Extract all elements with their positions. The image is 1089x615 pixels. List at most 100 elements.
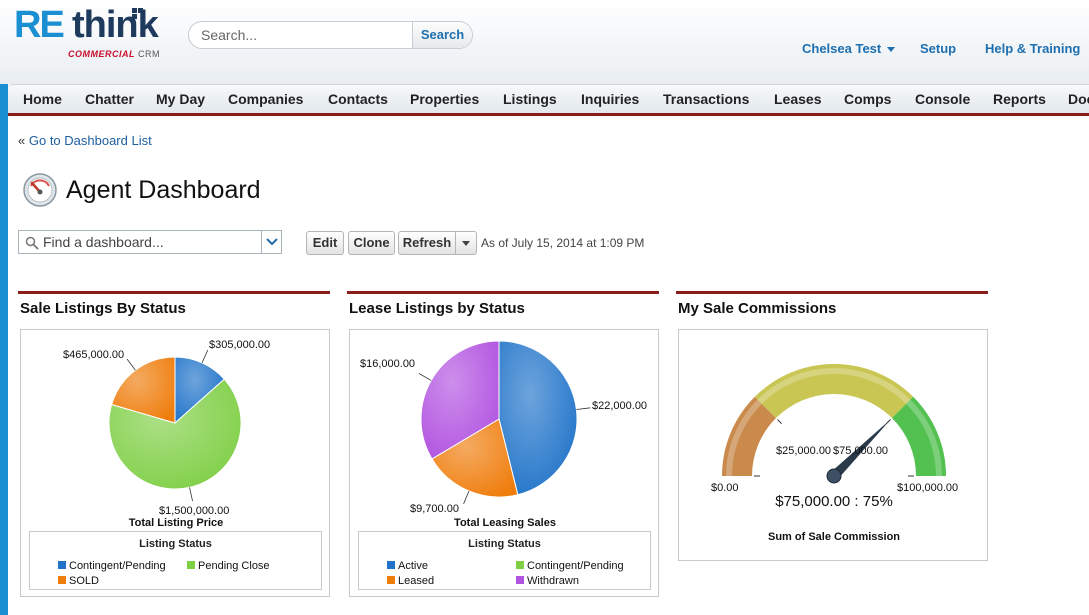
chart-caption: Total Leasing Sales: [454, 517, 556, 529]
sale-listings-chart-panel[interactable]: $305,000.00 $1,500,000.00 $465,000.00 To…: [20, 329, 330, 597]
gauge-value-label: $75,000.00 : 75%: [775, 493, 893, 510]
legend-item: Pending Close: [187, 560, 270, 572]
breadcrumb: « Go to Dashboard List: [18, 133, 152, 148]
tab-chatter[interactable]: Chatter: [85, 91, 135, 107]
setup-link[interactable]: Setup: [920, 41, 957, 56]
chart-caption: Total Listing Price: [128, 517, 224, 529]
app-header: RE think COMMERCIAL CRM Search Chelsea T…: [0, 0, 1089, 84]
legend-swatch: [387, 561, 395, 569]
pie-slice-shine: [431, 419, 518, 497]
legend-swatch: [58, 561, 66, 569]
chevron-down-icon: [887, 47, 896, 53]
sale-commissions-gauge: [722, 364, 946, 484]
gauge-band-2: [891, 396, 946, 476]
refresh-options-button[interactable]: [455, 231, 477, 255]
gauge-tick-label: $25,000.00: [776, 445, 832, 457]
legend-swatch: [387, 576, 395, 584]
component-title[interactable]: Sale Listings By Status: [20, 300, 186, 317]
logo-think: think: [72, 4, 159, 46]
user-menu[interactable]: Chelsea Test: [802, 41, 896, 56]
logo-re: RE: [14, 4, 65, 46]
find-dashboard-combobox: [18, 230, 282, 254]
logo-tagline-brand: COMMERCIAL: [68, 49, 135, 59]
tab-contacts[interactable]: Contacts: [328, 91, 388, 107]
data-label: $1,500,000.00: [159, 505, 230, 517]
lease-listings-chart-panel[interactable]: $22,000.00 $9,700.00 $16,000.00 Total Le…: [349, 329, 659, 597]
find-dashboard-input[interactable]: [19, 231, 259, 253]
tab-bar: Home Chatter My Day Companies Contacts P…: [8, 84, 1089, 116]
pie-slice-shine: [421, 341, 499, 459]
gauge-tick-label: $100,000.00: [897, 482, 959, 494]
global-search: Search: [188, 21, 473, 49]
logo-square-icon: [132, 14, 137, 19]
legend-swatch: [58, 576, 66, 584]
sale-commissions-gauge-panel[interactable]: $0.00 $25,000.00 $75,000.00 $100,000.00 …: [678, 329, 988, 561]
component-header-sale-commissions: My Sale Commissions: [676, 291, 988, 317]
gauge-band-highlight: [757, 368, 911, 404]
legend-label: Withdrawn: [527, 575, 579, 587]
edit-button[interactable]: Edit: [306, 231, 344, 255]
gauge-hub: [826, 468, 842, 484]
refresh-button[interactable]: Refresh: [398, 231, 456, 255]
gauge-band-0: [722, 396, 777, 476]
chart-legend: Listing Status Active Contingent/Pending…: [358, 531, 651, 590]
component-header-sale-listings: Sale Listings By Status: [18, 291, 330, 317]
legend-label: SOLD: [69, 575, 99, 587]
left-accent-bar: [0, 84, 8, 615]
lease-listings-pie-chart: [418, 340, 591, 505]
component-title[interactable]: Lease Listings by Status: [349, 300, 525, 317]
chart-legend: Listing Status Contingent/Pending Pendin…: [29, 531, 322, 590]
label-leader-line: [463, 490, 470, 505]
tab-my-day[interactable]: My Day: [156, 91, 206, 107]
tab-reports[interactable]: Reports: [993, 91, 1046, 107]
component-title[interactable]: My Sale Commissions: [678, 300, 837, 317]
legend-label: Active: [398, 560, 428, 572]
legend-item: SOLD: [58, 575, 99, 587]
legend-item: Leased: [387, 575, 434, 587]
search-button[interactable]: Search: [412, 22, 472, 48]
sale-listings-pie-chart: [108, 349, 242, 502]
gauge-band-1: [754, 364, 914, 419]
tab-properties[interactable]: Properties: [410, 91, 480, 107]
gauge-needle: [830, 419, 891, 480]
data-label: $22,000.00: [592, 400, 648, 412]
legend-label: Contingent/Pending: [527, 560, 624, 572]
legend-item: Withdrawn: [516, 575, 579, 587]
legend-swatch: [516, 576, 524, 584]
component-header-lease-listings: Lease Listings by Status: [347, 291, 659, 317]
logo-square-icon: [132, 8, 137, 13]
tab-inquiries[interactable]: Inquiries: [581, 91, 640, 107]
pie-slice-shine: [111, 357, 175, 423]
rethink-logo[interactable]: RE think COMMERCIAL CRM: [14, 4, 174, 64]
legend-item: Contingent/Pending: [516, 560, 624, 572]
gauge-band-highlight: [726, 399, 762, 477]
search-input[interactable]: [189, 22, 413, 48]
tab-comps[interactable]: Comps: [844, 91, 892, 107]
gauge-tick-label: $75,000.00: [833, 445, 889, 457]
label-leader-line: [201, 349, 209, 363]
tab-console[interactable]: Console: [915, 91, 971, 107]
tab-documents[interactable]: Doc: [1068, 91, 1089, 107]
legend-item: Active: [387, 560, 428, 572]
data-label: $465,000.00: [63, 349, 125, 361]
tab-transactions[interactable]: Transactions: [663, 91, 750, 107]
back-arrow-icon: «: [18, 133, 26, 148]
help-training-link[interactable]: Help & Training: [985, 41, 1081, 56]
clone-button[interactable]: Clone: [348, 231, 395, 255]
legend-title: Listing Status: [468, 538, 541, 550]
caret-down-icon: [462, 240, 470, 246]
tab-leases[interactable]: Leases: [774, 91, 822, 107]
tab-companies[interactable]: Companies: [228, 91, 304, 107]
find-dashboard-dropdown[interactable]: [261, 231, 281, 253]
gauge-band-highlight: [906, 399, 942, 477]
pie-slice-shine: [499, 341, 577, 495]
last-refreshed-timestamp: As of July 15, 2014 at 1:09 PM: [481, 236, 645, 250]
legend-swatch: [516, 561, 524, 569]
tab-listings[interactable]: Listings: [503, 91, 557, 107]
logo-tagline: COMMERCIAL CRM: [68, 49, 160, 59]
pie-slice-shine: [108, 379, 241, 489]
tab-home[interactable]: Home: [23, 91, 62, 107]
legend-label: Leased: [398, 575, 435, 587]
go-to-dashboard-list-link[interactable]: Go to Dashboard List: [28, 133, 152, 148]
data-label: $16,000.00: [360, 358, 416, 370]
